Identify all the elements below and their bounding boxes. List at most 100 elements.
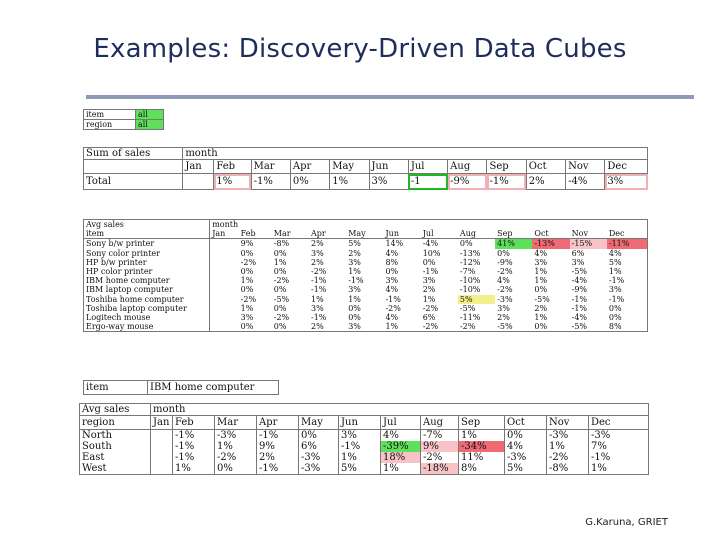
sum-total-cell[interactable]: 1% xyxy=(329,173,370,190)
region-month-header: Jan xyxy=(150,415,173,430)
item-value-cell: 3% xyxy=(497,303,510,313)
item-value-cell: 14% xyxy=(385,239,404,249)
sum-total-cell[interactable]: 1% xyxy=(213,173,252,190)
item-value-cell xyxy=(210,285,239,294)
item-value-cell: -5% xyxy=(534,294,550,304)
region-item-value[interactable]: IBM home computer xyxy=(147,380,279,395)
item-row-label[interactable]: Sony color printer xyxy=(83,248,211,258)
item-value-cell: -10% xyxy=(459,276,481,286)
sum-month-header: May xyxy=(329,159,370,174)
item-row-label[interactable]: IBM laptop computer xyxy=(83,285,211,295)
item-value-cell: 4% xyxy=(385,313,399,323)
item-value-cell xyxy=(210,258,239,267)
item-month-header: Dec xyxy=(608,229,625,239)
item-value-cell: 2% xyxy=(534,303,548,313)
region-value-cell: -18% xyxy=(420,463,459,475)
item-value-cell: -10% xyxy=(459,285,481,295)
item-value-cell: 3% xyxy=(385,276,399,286)
item-value-cell: 8% xyxy=(385,257,399,267)
table-row[interactable]: Sony b/w printer 9% -8% 2% 5% 14% -4% 0% 41% -13%… xyxy=(83,238,648,249)
item-value-cell: 4% xyxy=(534,248,548,258)
item-month-label: month xyxy=(212,220,239,229)
region-month-header: Feb xyxy=(172,415,215,430)
item-value-cell: -5% xyxy=(571,322,588,332)
region-item-label: item xyxy=(83,380,148,395)
item-row-label[interactable]: Logitech mouse xyxy=(83,313,211,323)
item-value-cell: 1% xyxy=(608,267,622,277)
region-value-cell: 6% xyxy=(298,441,339,452)
sum-total-cell[interactable]: -9% xyxy=(447,173,488,190)
filter-item-label: item xyxy=(83,109,136,120)
sum-total-cell[interactable]: 0% xyxy=(289,173,331,190)
sum-total-cell[interactable]: -1 xyxy=(407,173,449,190)
item-value-cell: 0% xyxy=(273,303,287,313)
item-row-label[interactable]: Toshiba laptop computer xyxy=(83,303,211,314)
item-value-cell: 1% xyxy=(534,276,548,286)
item-value-cell: -1% xyxy=(348,276,364,286)
item-value-cell: 1% xyxy=(348,267,361,277)
item-value-cell xyxy=(210,249,239,258)
item-row-label[interactable]: Ergo-way mouse xyxy=(83,322,211,332)
sum-month-header: Nov xyxy=(565,159,606,174)
item-row-label[interactable]: HP b/w printer xyxy=(83,257,211,268)
item-value-cell: -2% xyxy=(422,303,439,313)
table-row[interactable]: HP b/w printer -2% 1% 2% 3% 8% 0% -12% -9% 3% 3% 5% xyxy=(83,257,648,268)
sum-total-cell[interactable]: 2% xyxy=(525,173,567,190)
region-row-label[interactable]: West xyxy=(79,463,151,475)
sum-total-cell[interactable]: -1% xyxy=(486,173,527,190)
region-value-cell: -3% xyxy=(587,429,650,441)
region-value-cell: 9% xyxy=(256,441,299,452)
region-row-label[interactable]: East xyxy=(79,452,151,463)
filter-item-value[interactable]: all xyxy=(135,109,164,120)
item-value-cell xyxy=(210,239,239,249)
region-value-cell: -34% xyxy=(458,441,505,452)
item-value-cell: 3% xyxy=(534,257,548,267)
sum-total-label: Total xyxy=(82,173,184,190)
item-value-cell: 0% xyxy=(273,322,287,332)
item-month-header: May xyxy=(348,229,366,239)
region-value-cell: 5% xyxy=(338,463,381,475)
table-row[interactable]: Toshiba laptop computer 1% 0% 3% 0% -2% -2% -5%… xyxy=(83,303,648,314)
item-value-cell xyxy=(210,322,239,332)
table-row[interactable]: Sony color printer 0% 0% 3% 2% 4% 10% -13% 0% 4% 6… xyxy=(83,248,648,258)
region-month-header: Sep xyxy=(458,415,505,430)
item-value-cell: -5% xyxy=(571,267,588,277)
item-value-cell: -2% xyxy=(240,257,257,267)
item-value-cell: 0% xyxy=(240,322,254,332)
table-row[interactable]: West 1% 0% -1% -3% 5% 1% -18% 8% 5% -8% 1% xyxy=(79,463,650,475)
item-row-label[interactable]: Toshiba home computer xyxy=(83,294,211,304)
table-row[interactable]: IBM home computer 1% -2% -1% -1% 3% 3% -10% 4% 1%… xyxy=(83,276,648,286)
region-item-header: item IBM home computer xyxy=(83,380,279,395)
table-row[interactable]: Ergo-way mouse 0% 0% 2% 3% 1% -2% -2% -5% 0% -5% 8% xyxy=(83,322,648,332)
sum-total-cell[interactable]: 3% xyxy=(604,173,648,190)
item-row-label[interactable]: HP color printer xyxy=(83,267,211,277)
region-row-label[interactable]: North xyxy=(79,429,151,441)
item-value-cell xyxy=(210,295,239,304)
item-value-cell: 5% xyxy=(608,257,622,267)
region-month-header: Mar xyxy=(214,415,257,430)
item-row-label[interactable]: Sony b/w printer xyxy=(83,238,211,249)
sum-month-header: Dec xyxy=(604,159,648,174)
item-value-cell: -1% xyxy=(608,276,625,286)
sum-total-cell[interactable]: 3% xyxy=(368,173,409,190)
item-value-cell: 0% xyxy=(348,303,361,313)
region-value-cell: -3% xyxy=(214,429,257,441)
item-row-label[interactable]: IBM home computer xyxy=(83,276,211,286)
table-row[interactable]: Logitech mouse 3% -2% -1% 0% 4% 6% -11% 2% 1% -4% 0… xyxy=(83,313,648,323)
item-value-cell: 0% xyxy=(273,285,287,295)
filter-region-value[interactable]: all xyxy=(135,119,164,130)
table-row[interactable]: Toshiba home computer -2% -5% 1% 1% -1% 1% 5% -3… xyxy=(83,294,648,304)
table-row[interactable]: East -1% -2% 2% -3% 1% 18% -2% 11% -3% -2% -1% xyxy=(79,452,650,463)
sum-total-cell[interactable]: -4% xyxy=(565,173,606,190)
region-row-label[interactable]: South xyxy=(79,441,151,452)
sum-month-header: Jul xyxy=(407,159,449,174)
region-value-cell: -3% xyxy=(298,452,339,463)
sum-total-cell[interactable] xyxy=(182,173,215,190)
table-row[interactable]: North -1% -3% -1% 0% 3% 4% -7% 1% 0% -3% -3% xyxy=(79,429,650,441)
region-value-cell: -3% xyxy=(546,429,589,441)
table-row[interactable]: South -1% 1% 9% 6% -1% -39% 9% -34% 4% 1% 7% xyxy=(79,441,650,452)
table-row[interactable]: IBM laptop computer 0% 0% -1% 3% 4% 2% -10% -2% 0… xyxy=(83,285,648,295)
sum-total-cell[interactable]: -1% xyxy=(250,173,291,190)
region-value-cell: 1% xyxy=(380,463,421,475)
table-row[interactable]: HP color printer 0% 0% -2% 1% 0% -1% -7% -2% 1% -5… xyxy=(83,267,648,277)
